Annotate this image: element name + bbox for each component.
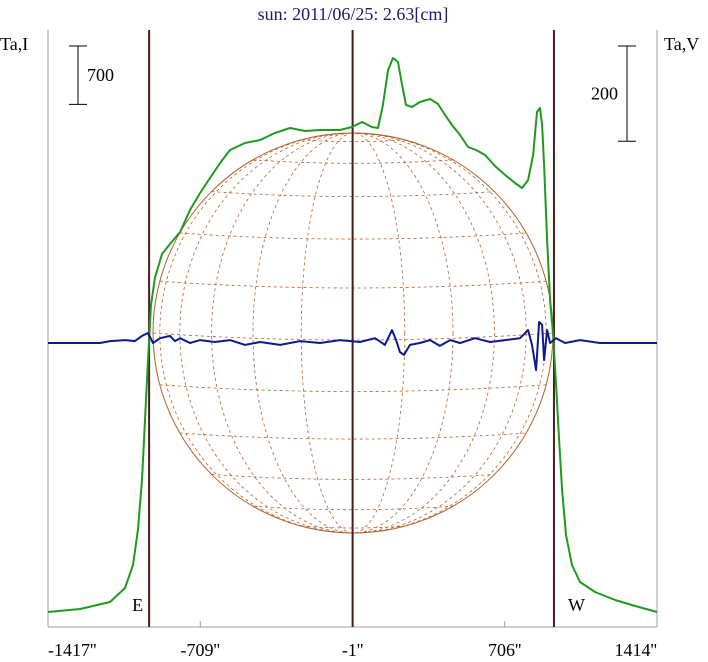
parallel <box>211 191 495 197</box>
parallel <box>301 139 405 143</box>
x-tick-label: 1414'' <box>615 640 658 660</box>
y-axis-label: Ta,I <box>0 34 28 54</box>
x-tick-label: -1417'' <box>48 640 96 660</box>
meridian <box>300 133 406 533</box>
limb-label: E <box>132 595 143 615</box>
parallel <box>252 505 454 511</box>
scale-bar-label: 700 <box>87 65 114 85</box>
chart-title: sun: 2011/06/25: 2.63[cm] <box>258 4 449 24</box>
series-line <box>48 321 657 372</box>
scale-bar-label: 200 <box>591 84 618 104</box>
parallel <box>211 474 495 480</box>
parallel <box>179 232 527 240</box>
series-line <box>47 57 658 613</box>
limb-label: W <box>568 595 585 615</box>
meridian <box>211 133 495 533</box>
parallel <box>179 432 527 440</box>
x-tick-label: 706'' <box>488 640 522 660</box>
parallel <box>252 159 454 164</box>
plot-area: -1417'' -709'' -1'' 706'' 1414'' E W 700 200 <box>47 30 658 660</box>
x-tick-label: -1'' <box>342 640 363 660</box>
y2-axis-label: Ta,V <box>664 34 699 54</box>
meridian <box>252 133 454 533</box>
x-tick-label: -709'' <box>181 640 220 660</box>
parallel <box>301 525 405 529</box>
